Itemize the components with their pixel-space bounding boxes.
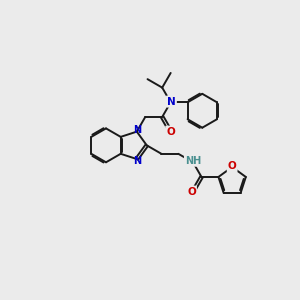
Text: O: O [228, 161, 236, 171]
Text: NH: NH [185, 156, 201, 166]
Text: N: N [167, 97, 176, 106]
Text: N: N [134, 156, 142, 166]
Text: N: N [134, 125, 142, 135]
Text: O: O [187, 187, 196, 196]
Text: O: O [166, 127, 175, 136]
